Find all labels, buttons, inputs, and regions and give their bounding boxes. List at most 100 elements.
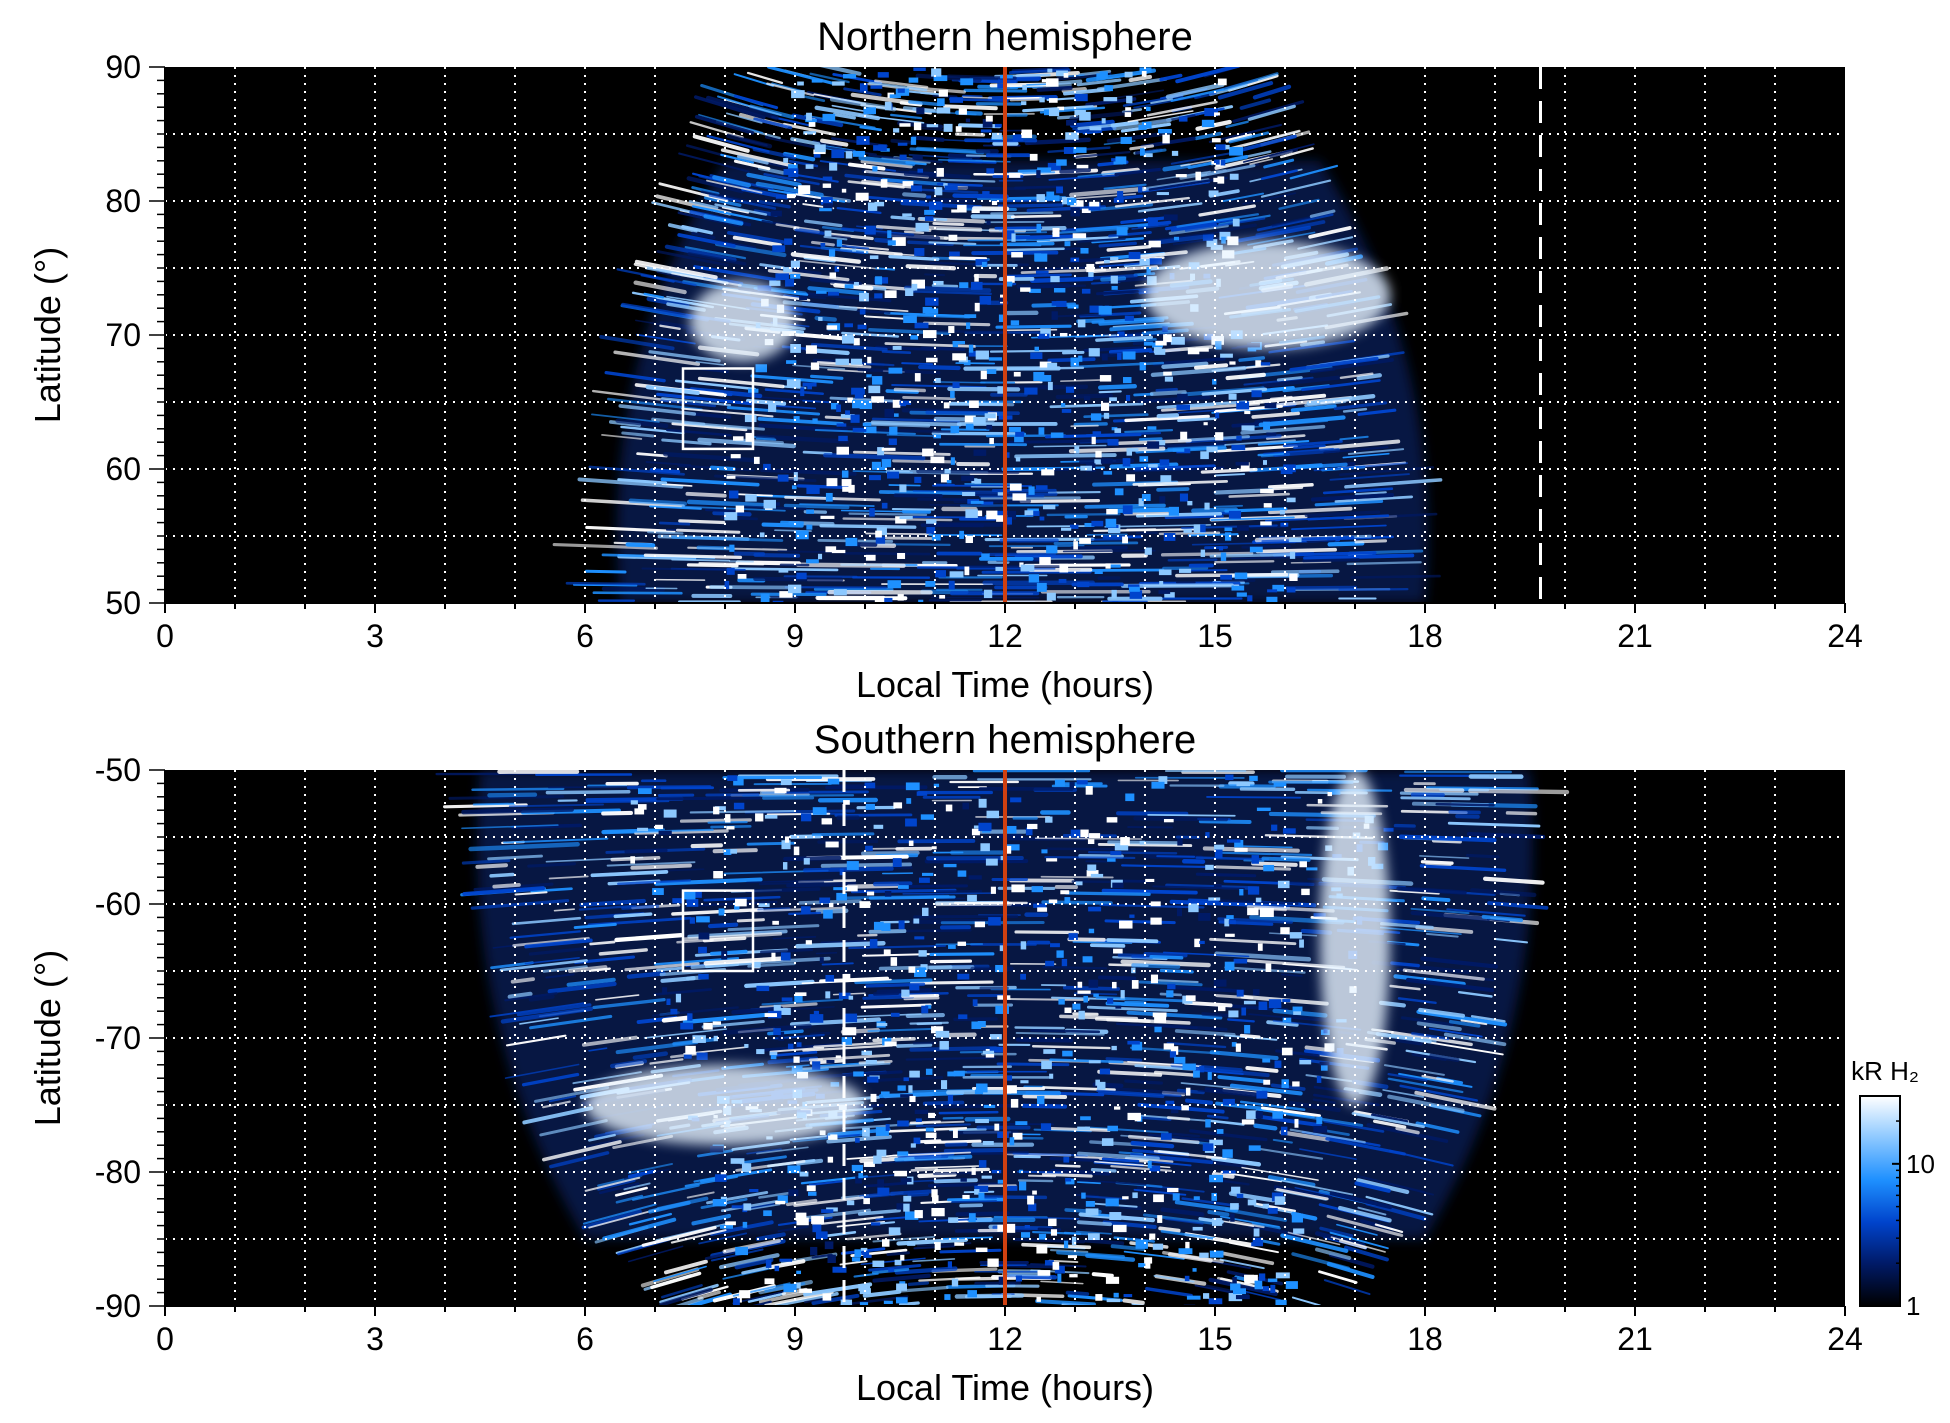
emission-streak: [542, 965, 588, 973]
emission-speckle: [971, 1021, 982, 1030]
emission-speckle: [1041, 849, 1048, 854]
emission-speckle: [922, 306, 932, 314]
emission-streak: [1239, 98, 1272, 110]
emission-speckle: [1299, 1059, 1312, 1065]
emission-streak: [727, 924, 820, 932]
emission-streak: [925, 410, 1020, 416]
emission-speckle: [765, 1259, 772, 1268]
emission-speckle: [1267, 1207, 1278, 1214]
emission-streak: [627, 1245, 684, 1263]
emission-speckle: [1127, 1040, 1140, 1045]
emission-speckle: [1256, 807, 1271, 812]
emission-streak: [1139, 250, 1188, 259]
emission-streak: [1162, 951, 1250, 958]
emission-streak: [1390, 1030, 1473, 1047]
emission-streak: [914, 1154, 949, 1160]
highlight-box: [681, 367, 755, 451]
emission-streak: [857, 194, 926, 204]
emission-speckle: [930, 456, 945, 464]
emission-streak: [802, 1044, 893, 1052]
emission-streak: [1153, 1070, 1196, 1077]
emission-streak: [757, 416, 844, 426]
emission-speckle: [1128, 584, 1140, 588]
emission-streak: [736, 155, 769, 165]
emission-speckle: [962, 491, 976, 497]
emission-speckle: [944, 468, 951, 474]
emission-streak: [1021, 1242, 1092, 1250]
emission-speckle: [861, 1050, 873, 1056]
emission-speckle: [1159, 580, 1164, 586]
emission-speckle: [899, 123, 911, 127]
emission-speckle: [1230, 1203, 1239, 1210]
emission-speckle: [829, 162, 838, 171]
emission-speckle: [1167, 983, 1176, 990]
emission-streak: [1487, 901, 1549, 910]
emission-streak: [868, 895, 956, 900]
emission-speckle: [1131, 1041, 1143, 1051]
emission-streak: [1457, 990, 1493, 998]
emission-speckle: [1147, 441, 1160, 449]
emission-streak: [1097, 842, 1193, 848]
emission-streak: [1137, 1102, 1225, 1114]
emission-speckle: [1038, 1233, 1047, 1240]
emission-speckle: [795, 530, 809, 540]
emission-speckle: [733, 1298, 740, 1306]
emission-streak: [1160, 1230, 1216, 1240]
emission-speckle: [1147, 426, 1157, 430]
emission-speckle: [1213, 883, 1222, 888]
emission-speckle: [714, 806, 726, 811]
emission-speckle: [865, 1059, 877, 1064]
emission-speckle: [952, 382, 960, 389]
emission-speckle: [840, 414, 855, 419]
emission-speckle: [1313, 1125, 1328, 1133]
emission-speckle: [1228, 1293, 1243, 1302]
emission-speckle: [834, 266, 840, 272]
emission-streak: [1148, 1160, 1192, 1167]
emission-streak: [1323, 446, 1389, 454]
colorbar-ticks: 110: [1892, 1095, 1935, 1321]
emission-streak: [1281, 973, 1303, 977]
emission-speckle: [720, 1225, 734, 1229]
emission-streak: [1003, 234, 1087, 240]
emission-speckle: [1063, 1240, 1069, 1248]
emission-speckle: [1074, 93, 1088, 102]
emission-speckle: [1262, 460, 1267, 465]
emission-speckle: [1215, 432, 1224, 441]
emission-speckle: [1064, 241, 1071, 247]
emission-streak: [1354, 491, 1387, 496]
emission-speckle: [836, 239, 843, 247]
emission-speckle: [1217, 1006, 1226, 1012]
emission-speckle: [883, 949, 891, 956]
emission-speckle: [1234, 847, 1248, 852]
emission-streak: [1225, 372, 1266, 381]
axes-southern: 0 3 6 9 12 15 18 21 24-90-80-70-60-50: [95, 752, 1863, 1357]
emission-speckle: [1267, 589, 1278, 593]
emission-streak: [795, 1158, 824, 1166]
emission-streak: [1098, 241, 1137, 248]
emission-speckle: [856, 136, 870, 145]
emission-speckle: [791, 90, 805, 99]
emission-speckle: [1024, 387, 1038, 395]
emission-streak: [1291, 1252, 1351, 1271]
emission-speckle: [1053, 288, 1066, 293]
emission-speckle: [1010, 1098, 1019, 1108]
emission-streak: [1177, 417, 1218, 422]
emission-speckle: [1141, 121, 1152, 129]
emission-speckle: [1131, 980, 1139, 989]
emission-speckle: [1283, 464, 1296, 473]
emission-speckle: [799, 1171, 809, 1177]
emission-speckle: [1056, 159, 1067, 166]
emission-streak: [1257, 440, 1310, 446]
emission-streak: [1072, 150, 1131, 159]
emission-streak: [780, 520, 804, 525]
emission-streak: [1015, 1037, 1074, 1043]
emission-streak: [1338, 1205, 1392, 1223]
emission-speckle: [1286, 497, 1296, 503]
emission-speckle: [760, 593, 770, 603]
colorbar-tick-label: 10: [1906, 1149, 1935, 1179]
emission-speckle: [983, 589, 993, 599]
emission-speckle: [1215, 341, 1222, 350]
emission-speckle: [1263, 1079, 1271, 1085]
emission-speckle: [1292, 1006, 1303, 1012]
emission-streak: [1425, 932, 1459, 938]
